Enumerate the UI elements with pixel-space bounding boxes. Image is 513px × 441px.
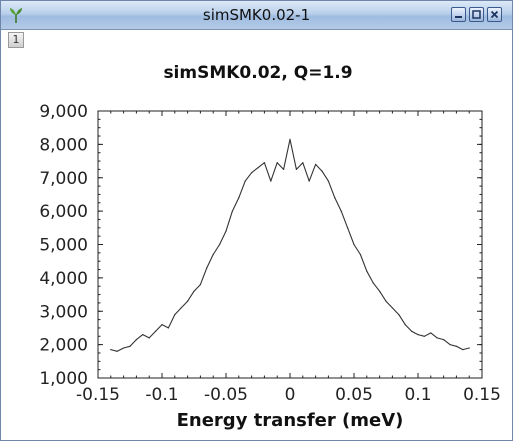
data-point [161,324,163,326]
x-axis-label: Energy transfer (meV) [177,410,404,431]
y-tick-label: 9,000 [39,102,88,122]
data-point [334,197,336,199]
data-point [462,349,464,351]
data-point [263,162,265,164]
data-point [443,339,445,341]
data-point [219,243,221,246]
series-line [110,138,470,352]
data-point [411,330,413,332]
minimize-button[interactable] [451,7,466,22]
data-point [193,290,195,292]
close-button[interactable] [487,7,502,22]
data-point [417,334,419,336]
y-tick-label: 6,000 [39,202,88,222]
minimize-icon [455,16,462,18]
data-point [289,138,291,140]
data-point [135,339,137,341]
y-tick-label: 4,000 [39,269,88,289]
data-point [340,210,342,212]
title-bar[interactable]: simSMK0.02-1 [1,1,512,30]
y-tick-label: 3,000 [39,302,88,322]
data-point [353,243,355,246]
data-point [455,345,457,347]
data-point [276,162,278,164]
maximize-icon [472,10,481,19]
data-point [225,230,227,232]
tab-1[interactable]: 1 [8,32,24,48]
data-point [155,330,157,332]
x-tick-label: 0 [285,385,296,405]
data-point [436,337,438,339]
data-point [244,180,246,182]
y-tick-label: 1,000 [39,369,88,389]
data-point [142,334,144,336]
data-point [257,167,259,169]
data-point [430,332,432,334]
data-point [116,350,118,352]
close-icon [490,10,499,19]
maximize-button[interactable] [469,7,484,22]
data-point [379,290,381,292]
data-point [359,253,361,256]
data-point [398,313,400,316]
data-point [123,347,125,349]
data-point [295,168,297,171]
data-point [372,282,374,284]
data-point [110,349,112,351]
data-point [321,170,323,172]
y-tick-label: 8,000 [39,135,88,155]
data-point [167,327,169,329]
data-point [199,283,201,286]
data-point [212,253,214,256]
data-point [283,168,285,171]
data-point [174,313,176,316]
data-point [238,197,240,199]
data-point [231,210,233,212]
data-point [347,227,349,229]
data-point [308,180,310,182]
data-point [148,337,150,339]
x-tick-label: 0.1 [404,385,431,405]
plot-area: simSMK0.02, Q=1.9 -0.15 -0.1 -0.05 0 0.05 0.1 0… [1,29,512,440]
y-tick-label: 2,000 [39,336,88,356]
x-tick-label: 0.15 [463,385,501,405]
app-icon [10,8,22,23]
data-point [180,307,182,309]
plot-frame [97,110,483,379]
x-tick-label: -0.1 [145,385,178,405]
data-point [315,163,317,165]
data-point [385,300,387,302]
data-point [251,172,253,174]
data-point [302,162,304,164]
window-title: simSMK0.02-1 [202,6,311,24]
data-point [449,344,451,346]
data-point [423,335,425,337]
data-point [391,307,393,309]
y-tick-label: 7,000 [39,169,88,189]
chart: simSMK0.02, Q=1.9 -0.15 -0.1 -0.05 0 0.05 0.1 0… [39,63,501,431]
x-tick-label: 0.05 [335,385,373,405]
chart-title: simSMK0.02, Q=1.9 [163,63,352,83]
data-point [206,267,208,269]
data-point [468,347,470,349]
data-point [404,324,406,326]
x-tick-label: -0.05 [204,385,248,405]
x-tick-label: -0.15 [76,385,120,405]
y-tick-label: 5,000 [39,236,88,256]
data-point [270,180,272,182]
data-point [187,300,189,302]
data-point [366,270,368,272]
data-point [327,180,329,182]
data-point [129,345,131,347]
